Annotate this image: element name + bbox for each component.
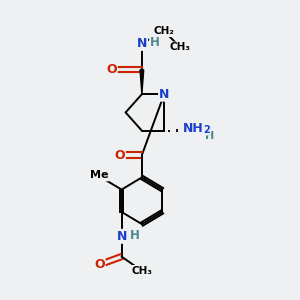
Text: CH₃: CH₃	[170, 43, 191, 52]
Text: N: N	[137, 37, 147, 50]
Text: N: N	[116, 230, 127, 243]
Text: NH: NH	[183, 122, 204, 135]
Polygon shape	[140, 70, 144, 94]
Text: H: H	[130, 229, 140, 242]
Text: H: H	[205, 131, 214, 141]
Text: CH₃: CH₃	[131, 266, 152, 276]
Text: 2: 2	[203, 125, 210, 135]
Text: H: H	[150, 36, 160, 49]
Text: CH₂: CH₂	[154, 26, 175, 36]
Text: O: O	[94, 258, 104, 271]
Text: N: N	[159, 88, 169, 101]
Text: O: O	[106, 63, 117, 76]
Text: Me: Me	[90, 170, 109, 180]
Text: O: O	[114, 148, 125, 162]
